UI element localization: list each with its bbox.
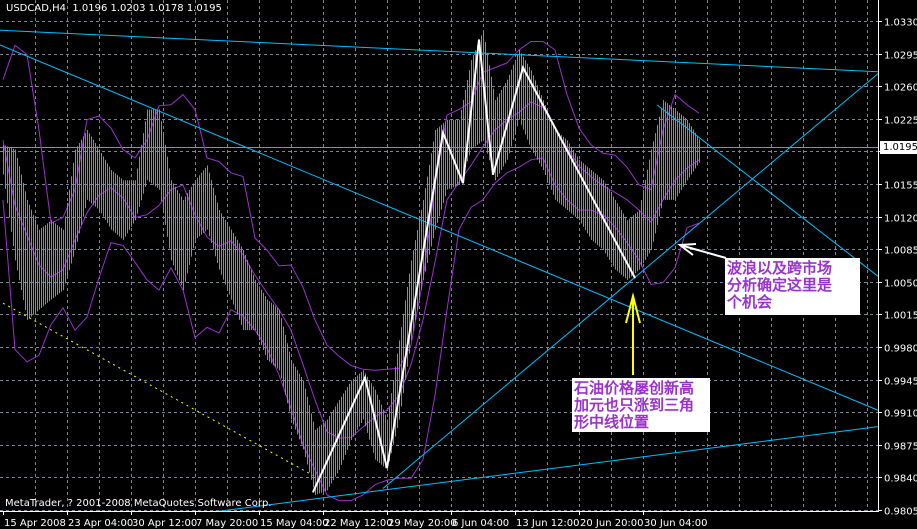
left-arrow-icon bbox=[679, 244, 727, 259]
price-tick-label: 0.9980 bbox=[884, 344, 917, 355]
price-tick-label: 1.0260 bbox=[884, 83, 917, 94]
price-tick-label: 1.0155 bbox=[884, 181, 917, 192]
time-tick-label: 7 May 20:00 bbox=[196, 518, 258, 529]
price-tick-label: 0.9945 bbox=[884, 377, 917, 388]
annotation-line: 石油价格屡创新高 bbox=[574, 379, 695, 397]
trendline bbox=[0, 44, 879, 411]
zigzag-point bbox=[492, 174, 494, 176]
price-tick-label: 1.0330 bbox=[884, 18, 917, 29]
price-axis[interactable]: 1.0330 1.0295 1.0260 1.0225 1.0155 1.0120 1.00… bbox=[878, 18, 917, 518]
price-tick-label: 0.9910 bbox=[884, 409, 917, 420]
time-tick-label: 20 Jun 20:00 bbox=[580, 518, 644, 529]
annotation-box-opportunity[interactable]: 波浪以及跨市场 分析确定这里是 个机会 bbox=[725, 258, 860, 315]
annotation-line: 分析确定这里是 bbox=[727, 276, 833, 294]
time-tick-label: 22 May 12:00 bbox=[324, 518, 393, 529]
price-tick-label: 1.0085 bbox=[884, 246, 917, 257]
zigzag-point bbox=[462, 182, 464, 184]
annotation-line: 形中线位置 bbox=[574, 413, 650, 431]
time-tick-label: 30 Jun 04:00 bbox=[644, 518, 708, 529]
trendline bbox=[0, 29, 879, 73]
copyright-text: MetaTrader, ? 2001-2008 MetaQuotes Softw… bbox=[5, 498, 272, 509]
zigzag-point bbox=[634, 277, 636, 279]
price-tick-label: 1.0225 bbox=[884, 116, 917, 127]
annotation-line: 个机会 bbox=[727, 293, 773, 311]
bollinger-upper bbox=[2, 41, 700, 371]
trendline bbox=[214, 426, 879, 513]
zigzag-point bbox=[522, 67, 524, 69]
current-price-label: 1.0195 bbox=[880, 141, 917, 154]
zigzag-point bbox=[364, 377, 366, 379]
time-tick-label: 15 Apr 2008 bbox=[4, 518, 66, 529]
annotation-line: 加元也只涨到三角 bbox=[574, 396, 695, 414]
zigzag-point bbox=[386, 467, 388, 469]
time-tick-label: 15 May 04:00 bbox=[260, 518, 329, 529]
price-tick-label: 0.9805 bbox=[884, 507, 917, 518]
time-tick-label: 6 Jun 04:00 bbox=[452, 518, 509, 529]
trendline bbox=[656, 104, 879, 277]
time-tick-label: 13 Jun 12:00 bbox=[516, 518, 580, 529]
dotted-trendline bbox=[2, 302, 314, 476]
zigzag-point bbox=[312, 491, 314, 493]
price-tick-label: 1.0120 bbox=[884, 214, 917, 225]
price-tick-label: 1.0015 bbox=[884, 311, 917, 322]
symbol-label: USDCAD,H4 bbox=[6, 3, 66, 14]
up-arrow-head-icon bbox=[625, 292, 641, 324]
chart-header: USDCAD,H4 1.0196 1.0203 1.0178 1.0195 bbox=[6, 3, 222, 14]
annotation-arrows bbox=[625, 243, 727, 375]
trendlines[interactable] bbox=[0, 29, 879, 513]
annotation-box-oil[interactable]: 石油价格屡创新高 加元也只涨到三角 形中线位置 bbox=[572, 378, 710, 432]
time-tick-label: 23 Apr 04:00 bbox=[68, 518, 133, 529]
time-tick-label: 29 May 20:00 bbox=[388, 518, 457, 529]
trendline bbox=[382, 73, 879, 489]
annotation-line: 波浪以及跨市场 bbox=[727, 259, 833, 277]
zigzag-point bbox=[442, 132, 444, 134]
price-tick-label: 0.9840 bbox=[884, 474, 917, 485]
time-tick-label: 30 Apr 12:00 bbox=[132, 518, 197, 529]
price-tick-label: 1.0050 bbox=[884, 279, 917, 290]
left-arrow-head-icon bbox=[677, 243, 697, 256]
price-tick-label: 0.9875 bbox=[884, 442, 917, 453]
grid bbox=[0, 0, 878, 511]
zigzag bbox=[312, 39, 636, 493]
ohlc-values: 1.0196 1.0203 1.0178 1.0195 bbox=[72, 3, 222, 14]
price-bars bbox=[3, 30, 700, 495]
price-tick-label: 1.0295 bbox=[884, 51, 917, 62]
zigzag-point bbox=[478, 39, 480, 41]
